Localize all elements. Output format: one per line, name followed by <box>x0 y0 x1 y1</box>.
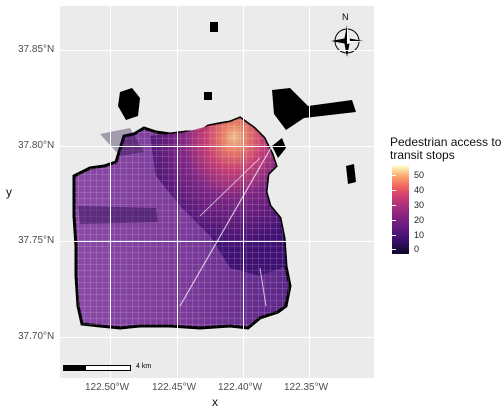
compass-rose-icon <box>331 25 363 57</box>
north-shore-land <box>118 88 140 120</box>
scale-bar-label: 4 km <box>136 363 152 370</box>
east-bay-land <box>272 138 286 158</box>
grid-line <box>243 6 244 378</box>
legend-colorbar <box>392 166 409 254</box>
y-tick-label: 37.70°N <box>18 331 55 342</box>
grid-line <box>60 241 374 242</box>
x-tick-label: 122.45°W <box>152 382 197 393</box>
arterial-road <box>259 267 267 307</box>
legend-tick-mark <box>392 190 396 191</box>
legend-tick-mark <box>392 220 396 221</box>
map-canvas <box>72 22 363 330</box>
legend-title: Pedestrian access to transit stops <box>390 136 502 162</box>
x-tick-label: 122.35°W <box>284 382 329 393</box>
east-bay-land <box>272 88 356 130</box>
legend-tick-mark <box>392 249 396 250</box>
legend-tick-mark <box>392 175 396 176</box>
legend-value: 50 <box>414 170 425 180</box>
legend-value: 10 <box>414 230 425 240</box>
park-area <box>78 206 158 224</box>
grid-line <box>177 6 178 378</box>
y-tick-label: 37.85°N <box>18 44 55 55</box>
small-islet <box>346 164 356 184</box>
scale-bar <box>63 365 131 371</box>
street-grid <box>74 118 290 328</box>
x-tick-label: 122.50°W <box>85 382 130 393</box>
legend-value: 30 <box>414 200 425 210</box>
legend-title-line: Pedestrian access to <box>390 135 502 149</box>
treasure-island <box>210 22 218 32</box>
grid-line <box>60 337 374 338</box>
legend-tick-mark <box>392 205 396 206</box>
legend-tick-mark <box>392 235 396 236</box>
x-tick-label: 122.40°W <box>218 382 263 393</box>
north-label: N <box>342 12 349 22</box>
map-panel <box>60 6 374 378</box>
y-tick-label: 37.80°N <box>18 140 55 151</box>
x-axis-title: x <box>212 395 218 409</box>
legend-value: 0 <box>414 244 420 254</box>
alcatraz-island <box>204 92 212 100</box>
grid-line <box>60 50 374 51</box>
arterial-road <box>179 145 273 307</box>
grid-line <box>60 146 374 147</box>
grid-line <box>110 6 111 378</box>
presidio-area <box>100 128 144 156</box>
legend-value: 40 <box>414 185 425 195</box>
y-tick-label: 37.75°N <box>18 235 55 246</box>
legend-value: 20 <box>414 215 425 225</box>
legend-title-line: transit stops <box>390 148 455 162</box>
arterial-road <box>199 157 261 217</box>
y-axis-title: y <box>6 185 12 199</box>
grid-line <box>309 6 310 378</box>
